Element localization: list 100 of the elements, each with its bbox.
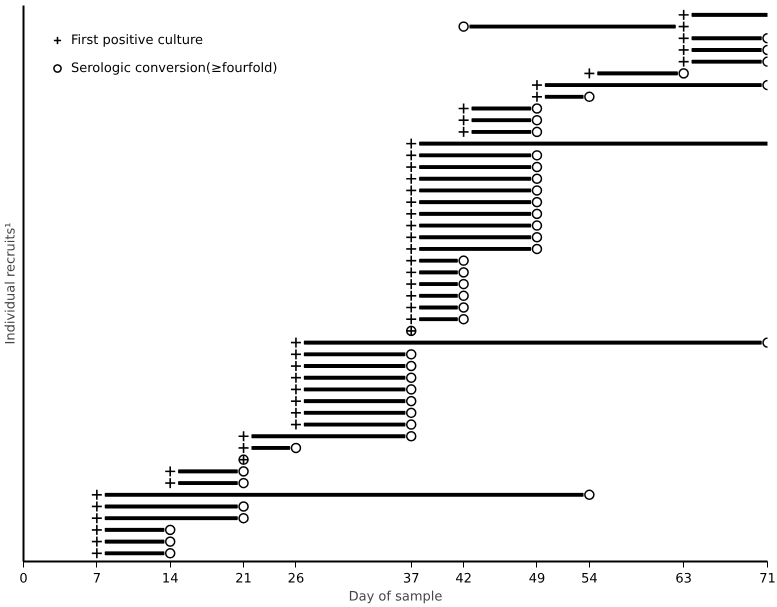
point <box>164 548 176 559</box>
point <box>405 231 418 244</box>
x-tick-label: 37 <box>402 572 420 586</box>
point <box>405 150 418 162</box>
point <box>238 430 250 442</box>
point <box>532 114 542 126</box>
x-tick-label: 49 <box>528 572 546 586</box>
point <box>458 102 470 114</box>
x-tick-label: 63 <box>675 572 692 586</box>
point <box>532 208 542 220</box>
point <box>406 408 416 418</box>
point <box>238 466 249 477</box>
point <box>405 172 418 185</box>
point <box>678 68 689 79</box>
point <box>458 255 469 266</box>
point <box>405 196 418 208</box>
point <box>532 103 542 114</box>
point <box>458 126 470 138</box>
point <box>532 173 542 184</box>
point <box>532 196 542 208</box>
point <box>405 313 418 325</box>
point <box>678 20 690 32</box>
point <box>405 184 418 196</box>
point <box>406 372 416 383</box>
point <box>405 278 418 290</box>
point <box>91 536 103 548</box>
point <box>584 92 595 102</box>
point <box>532 220 542 231</box>
point <box>290 384 302 396</box>
bar <box>419 142 768 146</box>
point <box>405 161 418 173</box>
point <box>238 512 249 524</box>
point <box>405 220 418 232</box>
point <box>405 138 418 150</box>
point <box>406 384 416 395</box>
x-axis-title: Day of sample <box>348 590 442 604</box>
point <box>678 56 690 68</box>
point <box>290 395 302 407</box>
point <box>290 442 302 454</box>
point <box>532 244 542 254</box>
x-tick-label: 21 <box>235 572 252 586</box>
point <box>406 349 416 360</box>
point <box>405 266 418 278</box>
point <box>678 9 690 21</box>
point <box>458 290 469 302</box>
y-axis-title: Individual recruits¹ <box>4 222 18 344</box>
point <box>290 360 302 372</box>
point <box>458 302 469 313</box>
point <box>164 524 176 536</box>
point <box>531 91 543 103</box>
point <box>405 302 418 314</box>
x-tick-label: 71 <box>759 572 776 586</box>
point <box>406 360 416 372</box>
point <box>91 500 103 512</box>
point <box>458 114 470 126</box>
x-tick-label: 7 <box>92 572 101 586</box>
x-tick-label: 14 <box>162 572 178 586</box>
legend-label: First positive culture <box>71 32 204 48</box>
point <box>164 466 176 478</box>
point <box>91 548 103 560</box>
x-tick-label: 0 <box>19 572 28 586</box>
point <box>531 79 543 91</box>
point <box>91 524 103 536</box>
point <box>290 407 302 419</box>
point <box>164 536 176 547</box>
point <box>532 150 542 161</box>
bar <box>692 12 768 17</box>
point <box>238 501 249 512</box>
point <box>532 126 542 138</box>
point <box>238 442 250 454</box>
point <box>678 44 690 56</box>
point <box>584 490 595 500</box>
point <box>406 419 416 430</box>
point <box>584 68 596 80</box>
point <box>458 21 469 32</box>
point <box>91 488 103 501</box>
point <box>678 32 690 44</box>
point <box>532 232 542 243</box>
point <box>290 336 302 348</box>
x-tick-label: 42 <box>455 572 472 586</box>
x-tick-label: 26 <box>288 572 304 586</box>
point <box>290 418 302 430</box>
point <box>164 477 176 489</box>
point <box>458 278 469 290</box>
point <box>405 243 418 255</box>
point <box>405 208 418 220</box>
point <box>406 396 416 406</box>
point <box>290 348 302 360</box>
point <box>290 372 302 384</box>
point <box>91 512 103 524</box>
point <box>532 185 542 196</box>
point <box>405 254 418 266</box>
point <box>406 431 416 442</box>
point <box>405 290 418 302</box>
point <box>458 267 469 278</box>
point <box>532 162 542 172</box>
point <box>238 478 249 488</box>
legend-label: Serologic conversion(≥fourfold) <box>71 60 278 76</box>
point <box>458 314 469 324</box>
x-tick-label: 54 <box>581 572 598 586</box>
